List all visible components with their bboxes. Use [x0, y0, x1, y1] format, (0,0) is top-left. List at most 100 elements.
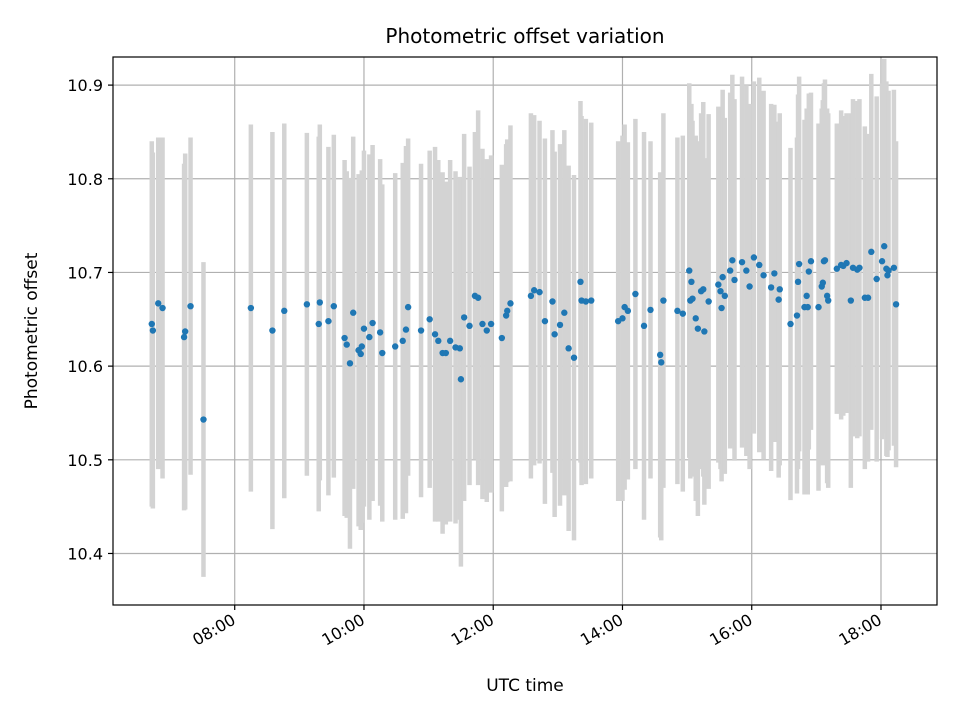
y-tick-label: 10.4	[67, 544, 103, 563]
data-point	[647, 306, 654, 314]
data-point	[760, 272, 767, 279]
data-point	[738, 258, 746, 266]
x-tick-label: 12:00	[448, 610, 497, 650]
data-point	[181, 328, 189, 335]
data-point	[379, 349, 386, 357]
data-point	[660, 297, 667, 304]
y-axis-title: Photometric offset	[22, 252, 42, 409]
data-point	[303, 301, 311, 308]
data-point	[149, 327, 157, 334]
data-point	[640, 322, 648, 330]
data-point	[731, 276, 738, 284]
data-point	[719, 273, 726, 281]
data-point	[316, 299, 324, 306]
data-point	[577, 278, 584, 286]
data-points	[148, 243, 900, 423]
plot-area-frame	[112, 56, 938, 606]
data-point	[325, 317, 332, 325]
data-point	[868, 248, 875, 256]
grid-lines	[113, 57, 937, 605]
y-tick-label: 10.9	[67, 76, 103, 95]
data-point	[721, 292, 729, 300]
data-point	[460, 314, 468, 321]
data-point	[674, 307, 681, 315]
data-point	[376, 329, 384, 336]
data-point	[466, 322, 473, 330]
data-point	[402, 326, 410, 333]
data-point	[556, 321, 564, 329]
data-point	[819, 279, 827, 286]
data-point	[155, 300, 162, 307]
data-point	[474, 294, 482, 301]
data-point	[815, 303, 822, 311]
data-point	[200, 416, 207, 423]
data-point	[549, 298, 556, 305]
data-point	[536, 288, 543, 296]
data-point	[795, 260, 803, 268]
data-point	[360, 325, 368, 332]
data-point	[349, 309, 357, 316]
data-point	[688, 278, 695, 286]
data-point	[885, 267, 892, 274]
data-point	[366, 333, 373, 341]
x-tick-label: 08:00	[189, 610, 238, 650]
data-point	[442, 349, 450, 357]
data-point	[805, 268, 813, 275]
x-tick-label: 10:00	[319, 610, 368, 650]
data-point	[435, 337, 442, 345]
data-point	[700, 286, 707, 293]
data-point	[701, 328, 708, 335]
data-point	[694, 325, 702, 332]
data-point	[689, 295, 696, 302]
data-point	[715, 281, 722, 288]
data-point	[446, 337, 454, 345]
data-point	[878, 258, 886, 265]
data-point	[890, 264, 898, 271]
data-point	[187, 302, 194, 310]
data-point	[726, 267, 734, 274]
data-point	[457, 376, 465, 383]
data-point	[404, 303, 412, 311]
data-point	[159, 304, 166, 312]
y-tick-label: 10.8	[67, 170, 103, 189]
data-point	[504, 307, 511, 315]
data-point	[346, 360, 354, 367]
data-point	[582, 298, 590, 305]
data-point	[530, 287, 538, 294]
data-point	[787, 320, 794, 328]
data-point	[864, 294, 872, 301]
data-point	[794, 278, 802, 286]
data-point	[843, 259, 850, 267]
data-point	[498, 334, 506, 342]
data-point	[881, 243, 888, 250]
data-point	[341, 334, 348, 342]
data-point	[717, 287, 724, 295]
data-point	[527, 292, 535, 300]
data-point	[821, 257, 829, 264]
y-tick-label: 10.5	[67, 451, 103, 470]
data-point	[426, 316, 433, 323]
data-point	[330, 302, 338, 310]
y-tick-label: 10.6	[67, 357, 103, 376]
data-point	[775, 296, 782, 303]
data-point	[456, 345, 464, 352]
data-point	[729, 257, 736, 264]
data-point	[767, 284, 775, 291]
data-point	[624, 307, 632, 315]
data-point	[833, 265, 841, 272]
chart-title: Photometric offset variation	[385, 24, 664, 48]
data-point	[417, 327, 425, 334]
data-point	[873, 275, 880, 283]
data-point	[692, 315, 699, 322]
x-tick-label: 14:00	[577, 610, 626, 650]
data-point	[507, 300, 514, 307]
data-point	[856, 264, 863, 271]
data-point	[588, 297, 595, 304]
data-point	[756, 261, 763, 269]
data-point	[771, 270, 778, 277]
data-point	[847, 297, 855, 304]
data-point	[565, 345, 572, 352]
data-point	[750, 254, 758, 261]
data-point	[705, 298, 712, 305]
data-point	[656, 351, 664, 359]
